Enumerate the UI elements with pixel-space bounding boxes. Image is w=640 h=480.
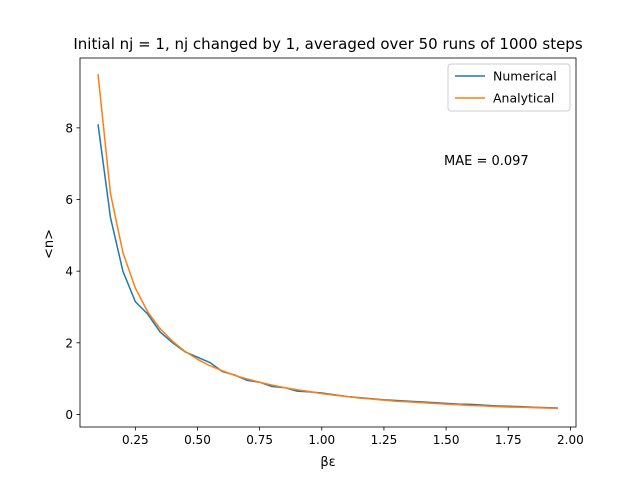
x-tick-label: 1.00 xyxy=(308,433,335,447)
x-axis-label: βε xyxy=(320,455,335,470)
legend: Numerical Analytical xyxy=(447,63,571,112)
x-tick-label: 1.25 xyxy=(371,433,398,447)
y-tick-label: 2 xyxy=(65,336,73,350)
series-line-analytical xyxy=(97,74,558,410)
x-tick-label: 2.00 xyxy=(557,433,584,447)
plot-area: 0.25 0.50 0.75 1.00 1.25 1.50 1.75 2.00 0 2 4 6 8 xyxy=(65,57,584,447)
x-tick-label: 0.25 xyxy=(122,433,149,447)
y-tick-label: 8 xyxy=(65,121,73,135)
x-tick-label: 0.50 xyxy=(184,433,211,447)
y-axis-label: <n> xyxy=(42,229,57,259)
x-tick-label: 1.50 xyxy=(433,433,460,447)
mae-annotation: MAE = 0.097 xyxy=(444,154,529,169)
y-tick-label: 6 xyxy=(65,193,73,207)
chart-title: Initial nj = 1, nj changed by 1, average… xyxy=(73,35,582,53)
y-tick-label: 4 xyxy=(65,265,73,279)
axes-frame xyxy=(79,57,577,428)
x-tick-label: 0.75 xyxy=(246,433,273,447)
y-tick-label: 0 xyxy=(65,408,73,422)
legend-label-analytical: Analytical xyxy=(493,91,554,106)
legend-label-numerical: Numerical xyxy=(493,69,557,84)
x-tick-label: 1.75 xyxy=(495,433,522,447)
